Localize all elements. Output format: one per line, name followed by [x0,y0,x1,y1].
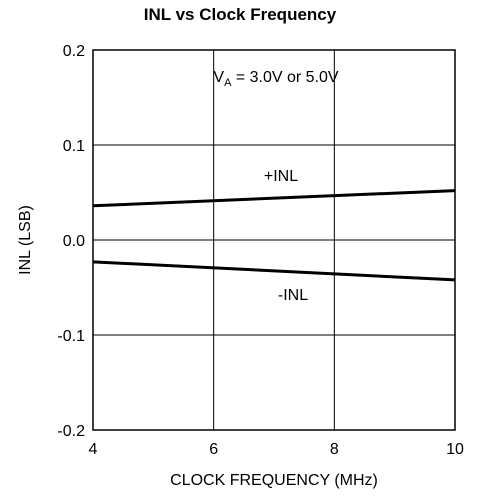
chart-title: INL vs Clock Frequency [144,5,337,24]
annotation-suffix: = 3.0V or 5.0V [231,69,339,86]
x-tick-label: 10 [446,441,464,458]
series-minus-inl-line [92,260,456,282]
y-axis-label: INL (LSB) [17,205,34,275]
x-axis-label: CLOCK FREQUENCY (MHz) [170,472,378,489]
annotation-subscript: A [224,77,232,89]
x-tick-label: 8 [330,441,339,458]
series-label-minus-inl: -INL [278,287,308,304]
supply-voltage-annotation: VA = 3.0V or 5.0V [213,69,339,89]
y-tick-label: -0.1 [57,328,85,345]
x-tick-labels: 4 6 8 10 [89,441,464,458]
x-tick-label: 6 [209,441,218,458]
x-tick-label: 4 [89,441,98,458]
series-layer [92,189,456,282]
series-label-plus-inl: +INL [264,168,298,185]
y-tick-label: 0.0 [63,233,85,250]
grid [93,50,455,430]
y-tick-label: -0.2 [57,423,85,440]
plot-frame [92,49,456,431]
series-plus-inl-line [92,189,456,208]
annotation-prefix: V [213,69,224,86]
y-tick-label: 0.1 [63,138,85,155]
y-tick-labels: 0.2 0.1 0.0 -0.1 -0.2 [57,43,85,440]
y-tick-label: 0.2 [63,43,85,60]
